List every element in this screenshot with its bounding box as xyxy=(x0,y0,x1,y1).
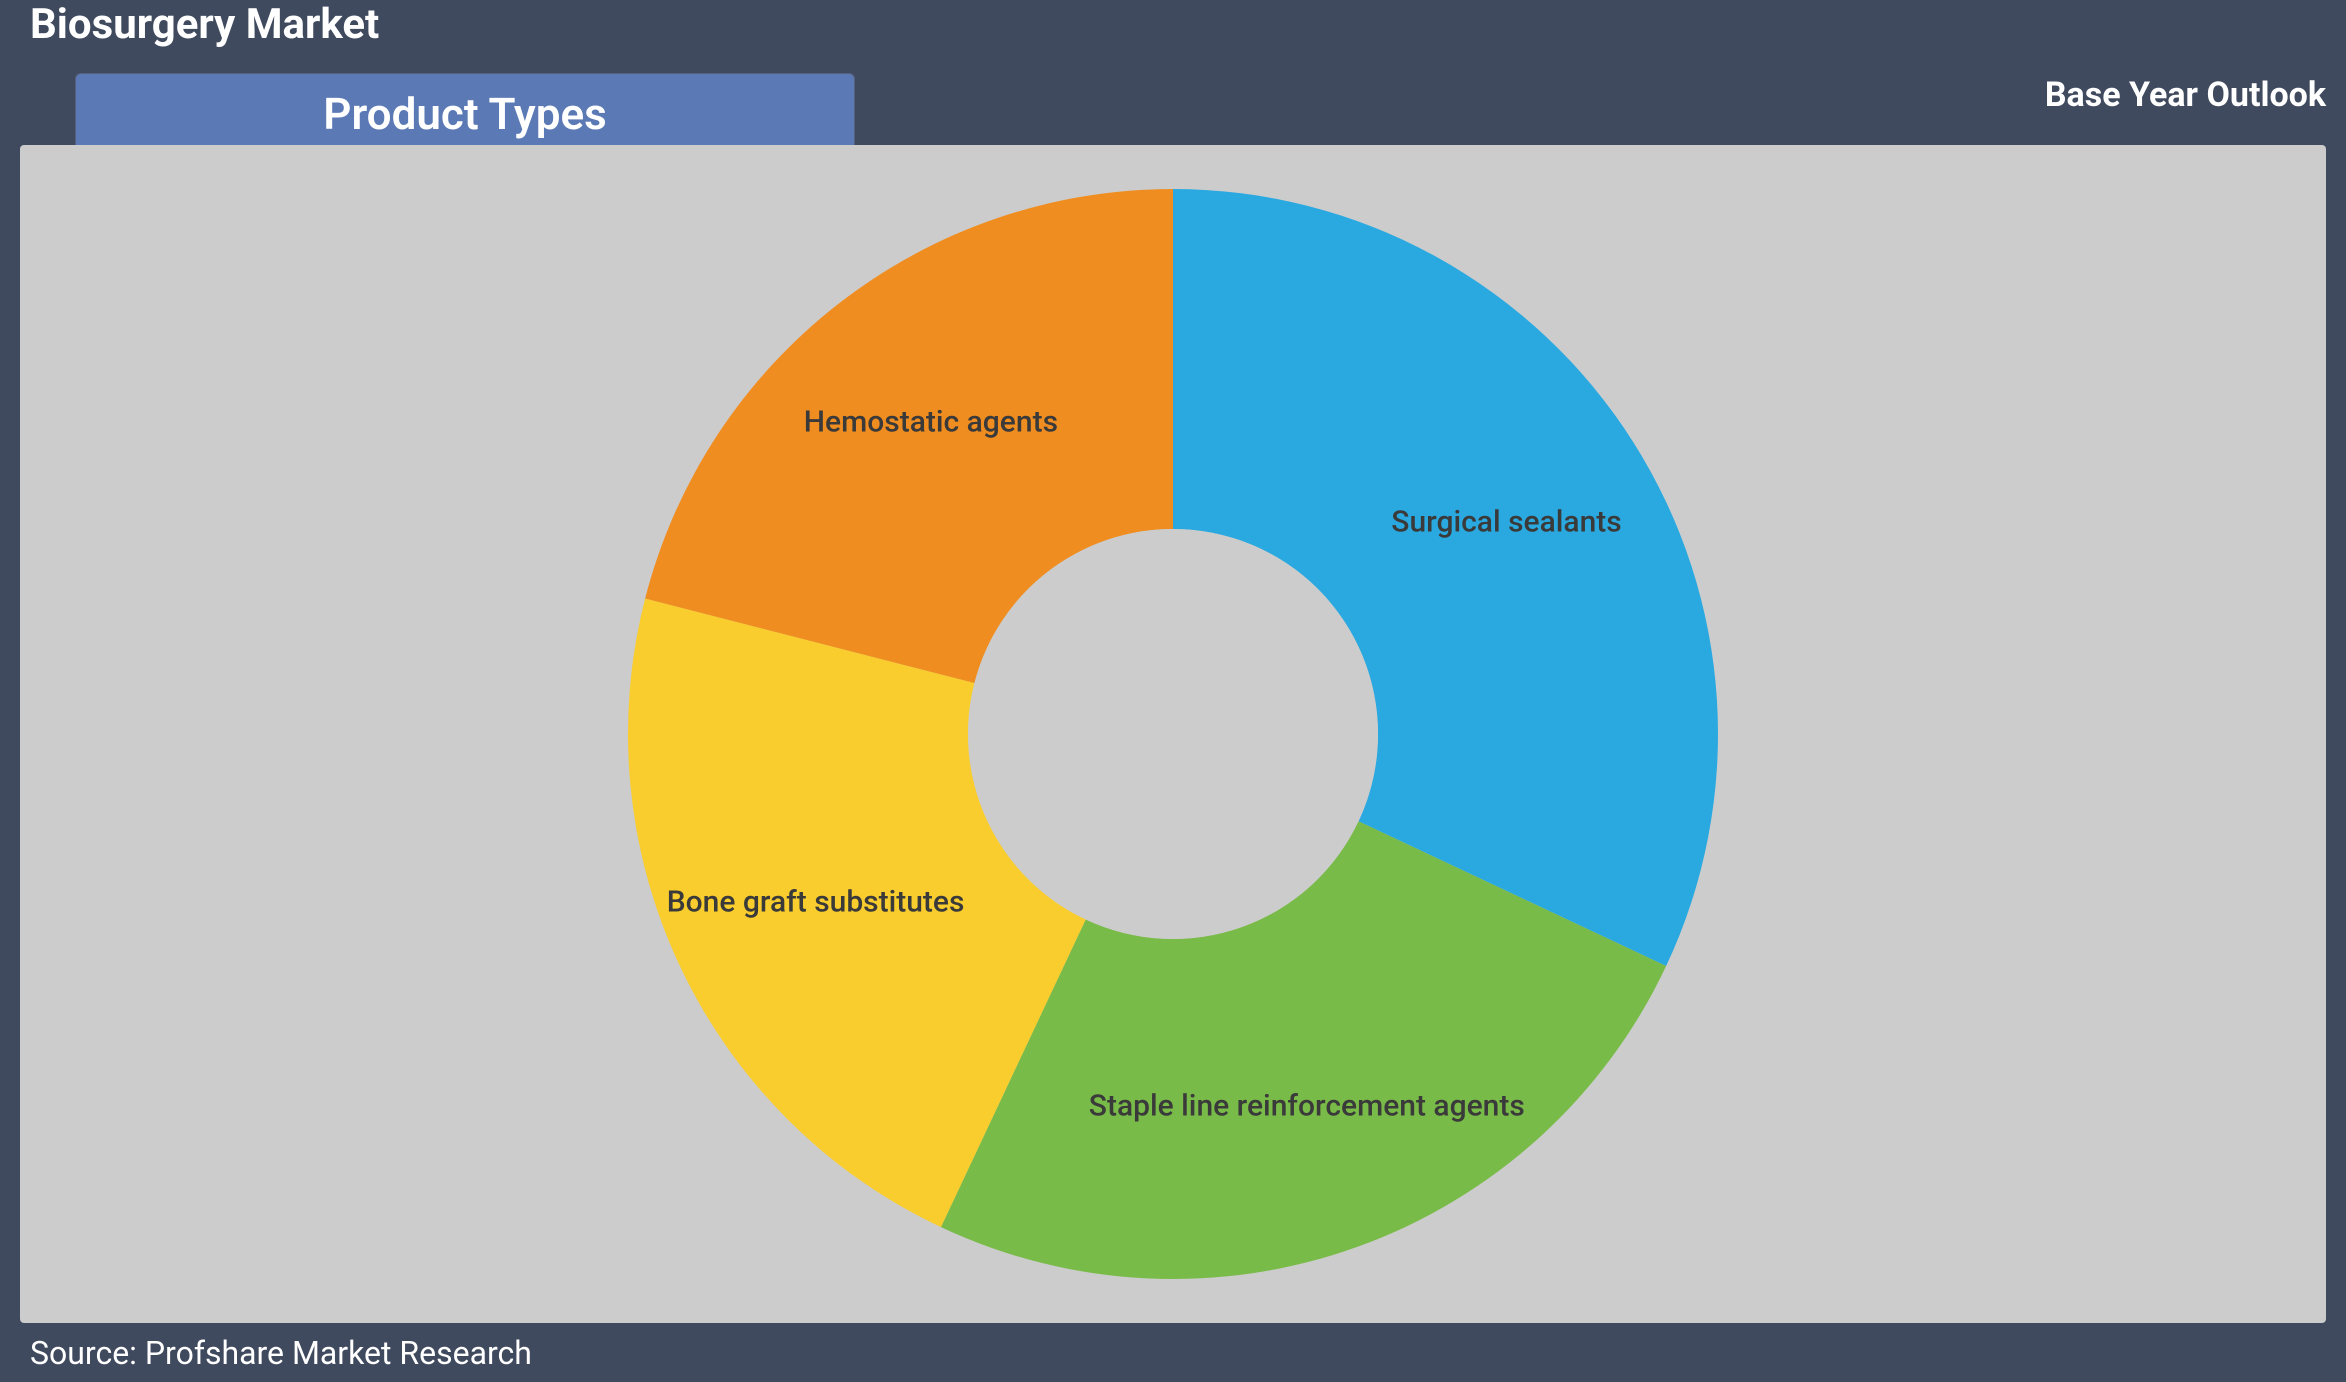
page-title: Biosurgery Market xyxy=(30,0,379,49)
product-types-tab[interactable]: Product Types xyxy=(75,73,855,155)
slice-label: Staple line reinforcement agents xyxy=(1089,1088,1525,1123)
source-text: Source: Profshare Market Research xyxy=(30,1334,532,1372)
slice-label: Surgical sealants xyxy=(1391,505,1621,540)
slice-label: Hemostatic agents xyxy=(804,404,1058,439)
subtitle-right: Base Year Outlook xyxy=(2045,75,2326,115)
donut-hole xyxy=(968,529,1378,939)
donut-chart: Surgical sealants Staple line reinforceme… xyxy=(628,189,1718,1279)
chart-panel: Surgical sealants Staple line reinforceme… xyxy=(20,145,2326,1323)
slice-label: Bone graft substitutes xyxy=(667,885,965,920)
